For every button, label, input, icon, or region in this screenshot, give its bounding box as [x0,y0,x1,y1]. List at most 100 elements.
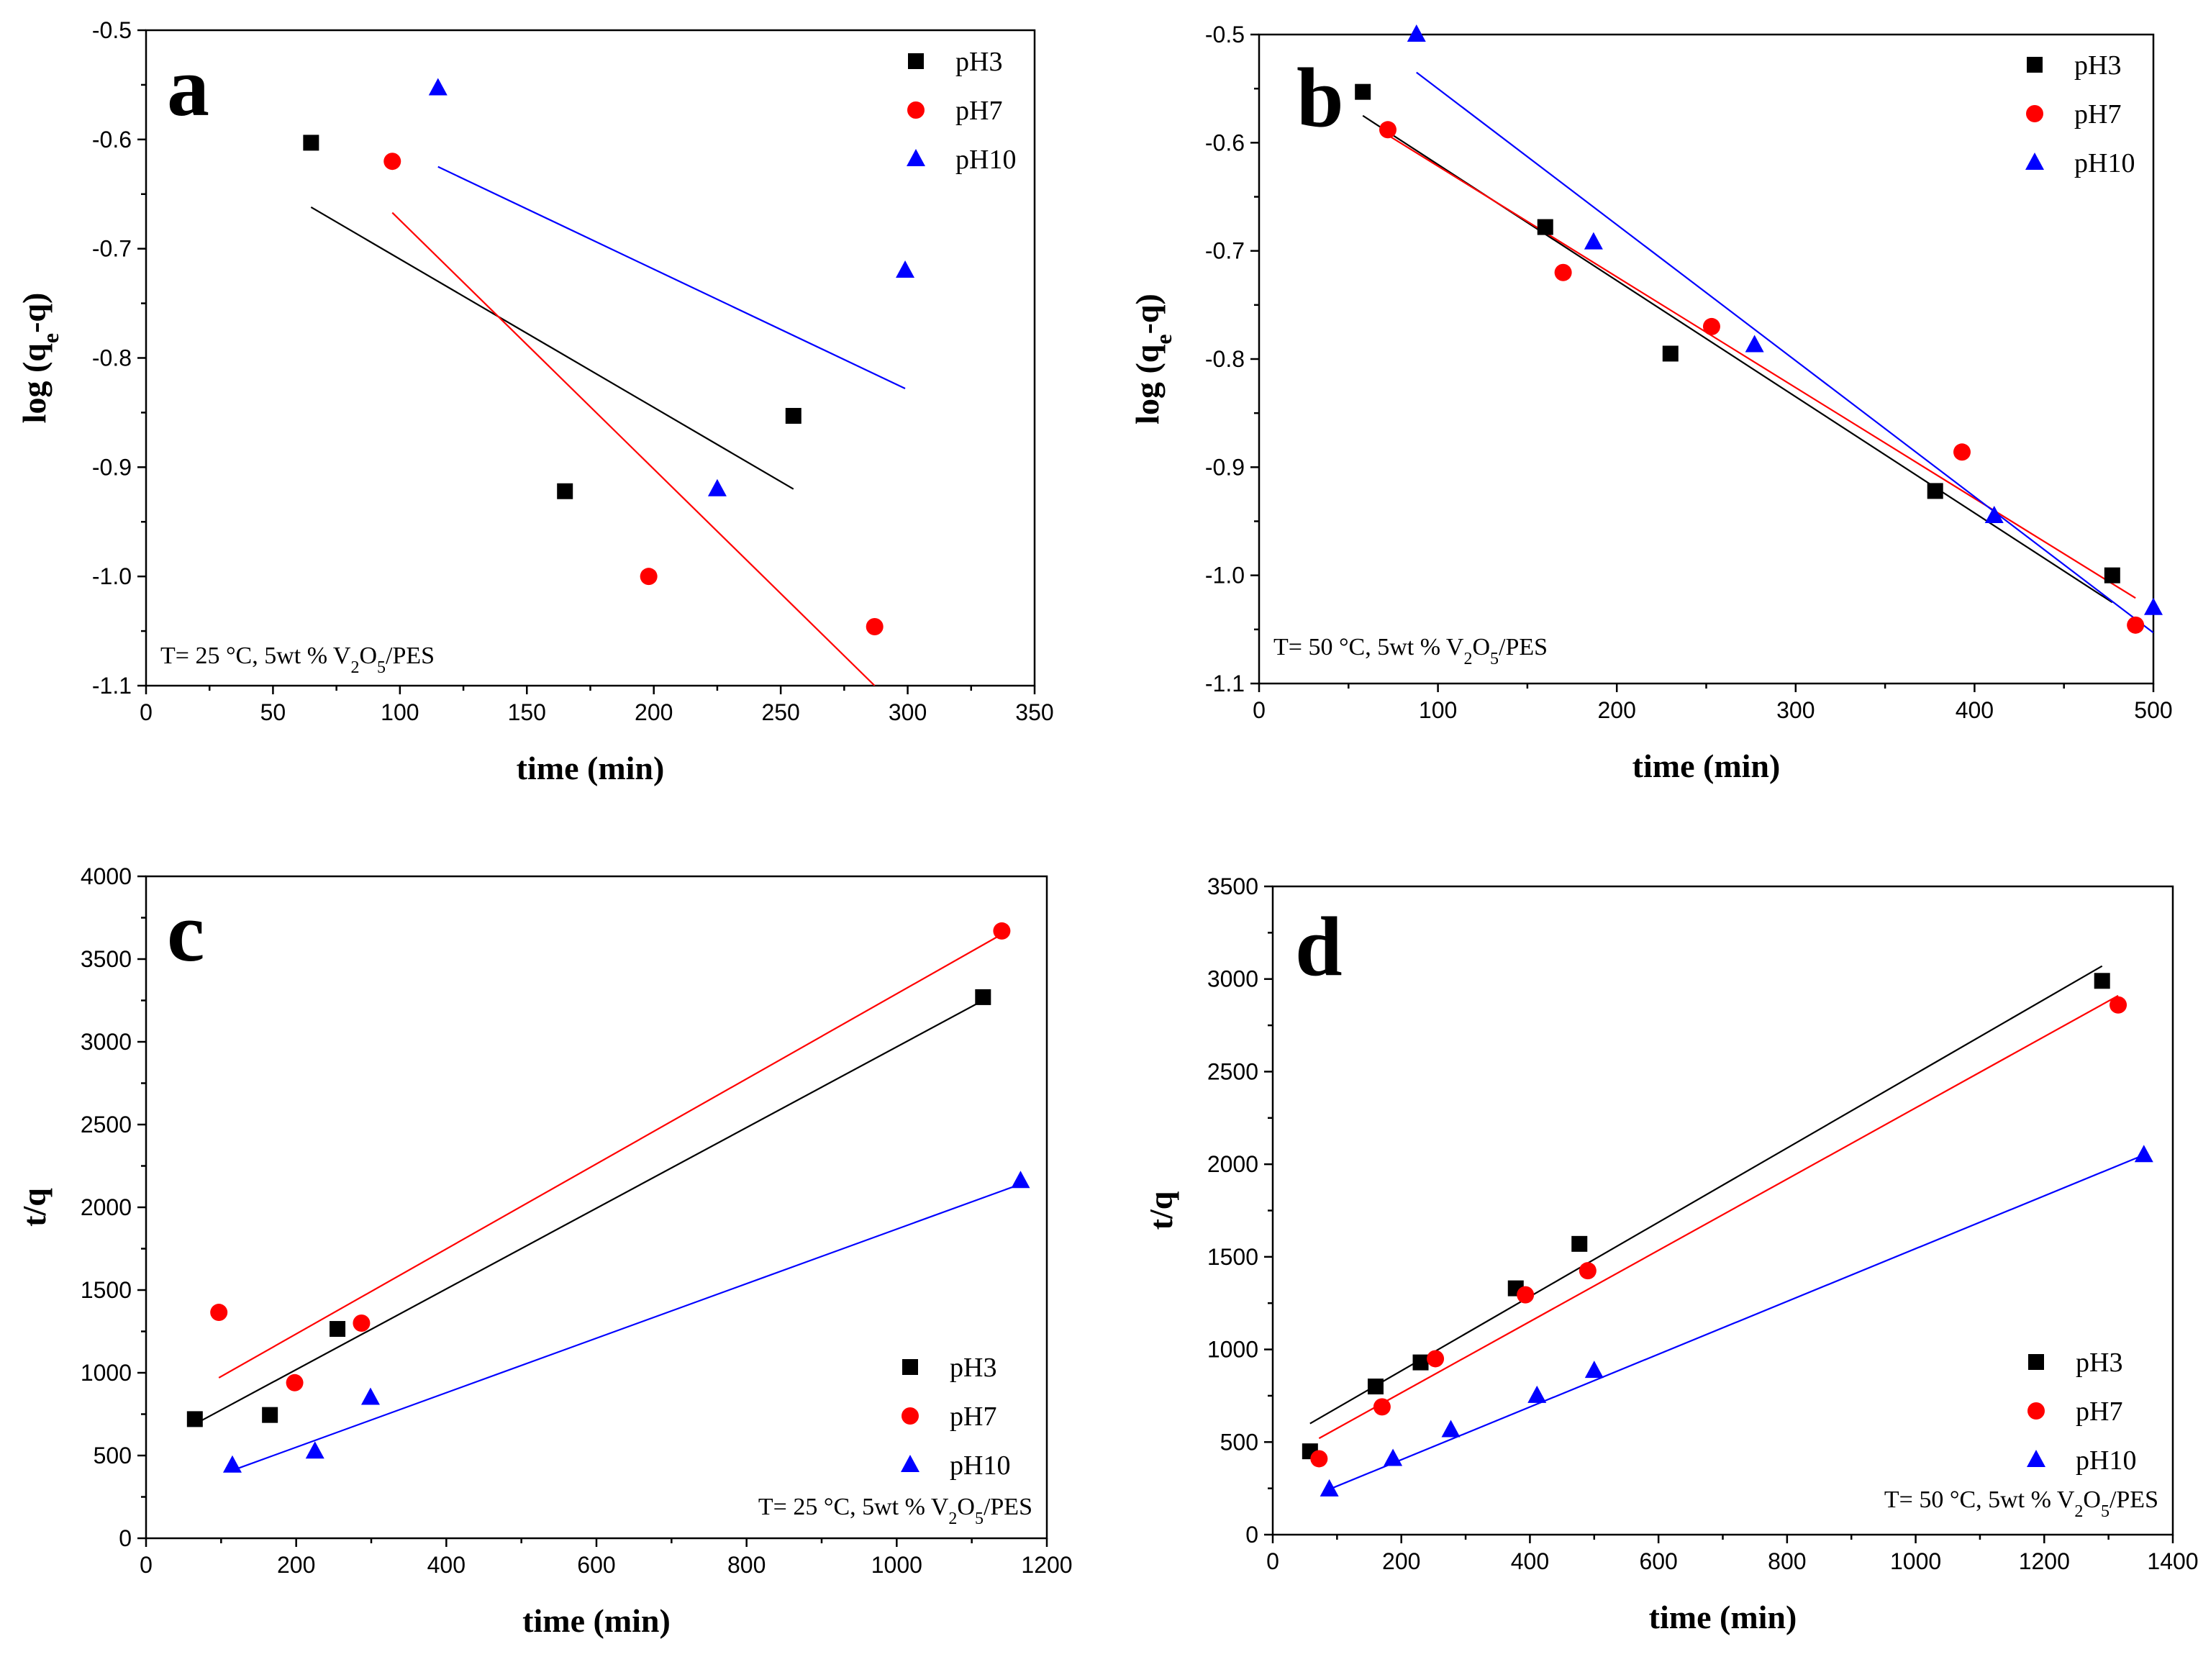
panel-c: 0 200 400 600 800 1000 1200 0 500 1000 1500 2000 250… [16,863,1073,1639]
y-tick-label: 2500 [1207,1058,1258,1084]
x-tick-label: 600 [577,1552,615,1578]
data-point-ph10 [2144,597,2163,615]
plot-frame [145,29,1036,687]
fit-line-ph7 [391,212,876,686]
plot-area [194,933,1021,1471]
data-point-ph10 [1384,1448,1403,1466]
data-point-ph3 [303,135,319,151]
data-point-ph3 [1412,1354,1429,1371]
data-point-ph3 [186,1411,203,1427]
data-point-ph3 [785,407,801,424]
data-point-ph10 [360,1387,380,1405]
data-point-ph7 [1427,1350,1445,1368]
y-tick-label: 500 [94,1443,132,1468]
legend-label-ph10: pH10 [950,1450,1010,1481]
condition-annotation: T= 25 °C, 5wt % V2O5/PES [758,1494,1032,1528]
y-tick-label: -0.5 [92,17,132,43]
data-point-ph7 [866,618,884,636]
x-tick-label: 250 [761,699,799,725]
panel-letter: a [167,40,209,134]
panel-letter: c [167,885,204,979]
fit-line-ph7 [1318,994,2119,1440]
y-tick-label: -1.0 [92,563,132,589]
y-tick-label: -0.6 [1205,130,1245,155]
x-tick-label: 1200 [2019,1548,2070,1574]
data-point-ph7 [1953,443,1971,461]
data-point-ph3 [330,1321,346,1338]
panel-a: 0 50 100 150 200 250 300 350 -1.1 -1.0 -0.9 -0.8 -0.… [16,17,1054,786]
condition-annotation: T= 50 °C, 5wt % V2O5/PES [1884,1486,2158,1521]
legend-marker-ph10 [2025,153,2044,170]
data-point-ph7 [2127,616,2145,634]
plot-area [310,165,906,686]
data-point-ph3 [1927,483,1943,499]
x-tick-label: 200 [1382,1548,1420,1574]
y-tick-label: 500 [1220,1429,1258,1455]
x-tick-label: 400 [1511,1548,1549,1574]
y-axis-title: t/q [1143,1191,1179,1230]
legend-marker-ph3 [902,1359,918,1375]
x-tick-label: 200 [1598,697,1636,723]
data-point-ph7 [1517,1286,1535,1304]
data-point-ph7 [2110,996,2127,1014]
fit-line-ph7 [1387,134,2136,599]
legend-label-ph10: pH10 [2076,1445,2136,1476]
data-point-ph7 [1579,1262,1597,1280]
x-tick-label: 600 [1639,1548,1677,1574]
legend-marker-ph7 [2026,105,2043,122]
data-point-ph10 [1745,335,1764,353]
legend-label-ph7: pH7 [2074,99,2121,130]
panel-letter: d [1295,899,1343,994]
data-point-ph10 [896,260,915,278]
x-axis-title: time (min) [1649,1599,1797,1635]
y-tick-label: -0.9 [1205,454,1245,480]
fit-line-ph10 [1416,71,2153,634]
x-tick-label: 100 [381,699,419,725]
data-point-ph7 [993,922,1011,940]
y-tick-label: -0.8 [1205,346,1245,372]
legend-label-ph3: pH3 [2076,1348,2122,1378]
y-tick-label: -0.7 [1205,238,1245,264]
legend-marker-ph10 [2027,1450,2045,1467]
panel-b: 0 100 200 300 400 500 -1.1 -1.0 -0.9 -0.8 -0.7 -0.6… [1129,22,2173,784]
x-tick-label: 1200 [1021,1552,1072,1578]
data-point-ph7 [286,1373,304,1391]
data-point-ph7 [1373,1398,1391,1416]
data-point-ph7 [1379,121,1397,139]
panel-letter: b [1296,50,1344,145]
data-point-ph3 [2094,973,2110,989]
y-tick-label: 3500 [1207,873,1258,899]
data-point-ph10 [1584,1361,1604,1379]
y-tick-label: 0 [119,1525,132,1551]
legend-marker-ph7 [902,1407,919,1425]
data-point-ph10 [1584,232,1603,250]
x-tick-label: 0 [1253,697,1266,723]
fit-line-ph3 [1309,965,2103,1425]
data-point-ph3 [1571,1235,1588,1252]
x-tick-label: 500 [2134,697,2172,723]
legend: pH3 pH7 pH10 [2025,50,2135,178]
y-tick-label: 1000 [81,1360,132,1386]
data-point-ph7 [383,153,401,171]
x-tick-label: 200 [635,699,673,725]
legend: pH3 pH7 pH10 [901,1353,1010,1481]
legend-label-ph3: pH3 [955,47,1002,77]
data-point-ph10 [1441,1420,1461,1438]
legend-marker-ph3 [2028,1354,2044,1370]
y-axis-title: log (qe-q) [16,293,63,424]
data-point-ph3 [2104,567,2120,584]
y-tick-label: 4000 [81,863,132,889]
y-tick-label: 2000 [1207,1151,1258,1177]
data-point-ph10 [1407,24,1426,42]
x-axis-title: time (min) [1632,748,1781,784]
data-point-ph3 [557,483,573,499]
x-tick-label: 800 [1768,1548,1806,1574]
x-tick-label: 400 [1956,697,1994,723]
fit-line-ph10 [1329,1154,2145,1490]
y-axis-title: log (qe-q) [1129,294,1176,424]
y-tick-label: -0.7 [92,236,132,262]
x-tick-label: 150 [508,699,546,725]
x-tick-label: 0 [1266,1548,1279,1574]
data-point-ph10 [1527,1385,1547,1403]
legend-label-ph7: pH7 [2076,1397,2122,1427]
